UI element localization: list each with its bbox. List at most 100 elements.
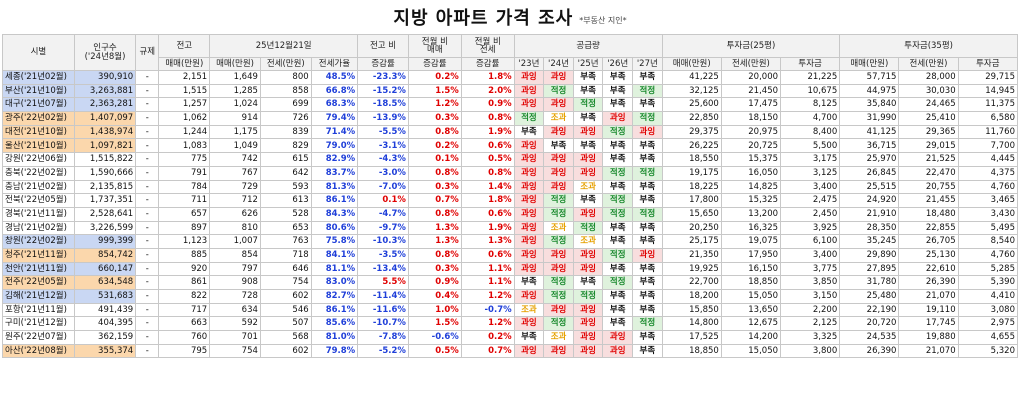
vs-high-cell: -7.0% [357,179,409,195]
mom-rent-cell: 0.6% [460,206,515,222]
rent-cell: 829 [259,138,312,154]
mom-sale-cell: 0.8% [407,165,462,181]
high-price-cell: 760 [158,330,211,345]
jeonse-rate-cell: 80.6% [310,220,359,236]
vs-high-cell: -3.5% [357,247,409,263]
supply-cell: 과잉 [513,289,545,304]
inv25-invest-cell: 3,325 [780,330,841,345]
mom-sale-cell: 1.5% [407,83,462,99]
supply-cell: 과잉 [543,97,574,113]
mom-rent-cell: 2.0% [460,83,515,99]
inv25-invest-cell: 8,400 [780,124,841,140]
table-row: 원주('22년07월) 362,159-760 701 568 81.0% -7.8% -0… [2,330,1019,345]
vs-high-cell: -4.7% [357,206,409,222]
supply-cell: 조과 [543,330,574,345]
supply-cell: 과잉 [572,330,604,345]
inv25-rent-cell: 15,050 [720,343,782,359]
supply-cell: 적정 [602,206,634,222]
inv35-sale-cell: 41,125 [839,124,900,140]
inv35-sale-cell: 36,715 [839,138,900,154]
supply-cell: 부족 [632,138,663,154]
inv35-invest-cell: 4,410 [957,289,1019,304]
supply-cell: 부족 [632,193,663,208]
inv25-invest-cell: 3,150 [780,289,841,304]
vs-high-cell: 5.5% [357,275,409,290]
supply-cell: 과잉 [543,261,574,277]
high-price-cell: 897 [158,220,211,236]
inv35-invest-cell: 11,375 [957,97,1019,113]
supply-cell: 과잉 [572,247,604,263]
inv25-sale-cell: 18,225 [661,179,722,195]
inv25-sale-cell: 20,250 [661,220,722,236]
supply-cell: 조과 [543,220,574,236]
mom-rent-cell: 1.1% [460,275,515,290]
inv25-invest-cell: 3,125 [780,165,841,181]
table-row: 포항('21년11월) 491,439-717 634 546 86.1% -11.6% 1… [2,302,1019,318]
supply-cell: 과잉 [572,343,604,359]
pop-cell: 362,159 [73,330,137,345]
regulation-cell: - [135,165,160,181]
inv35-sale-cell: 44,975 [839,83,900,99]
jeonse-rate-cell: 83.0% [310,275,359,290]
vs-high-cell: -3.0% [357,165,409,181]
supply-cell: 부족 [572,275,604,290]
inv25-invest-cell: 2,450 [780,206,841,222]
vs-high-cell: -23.3% [357,70,409,85]
supply-cell: 부족 [632,302,663,318]
supply-cell: 적정 [632,206,663,222]
sale-cell: 1,649 [209,70,261,85]
pop-cell: 854,742 [73,247,137,263]
sale-cell: 712 [209,193,261,208]
supply-cell: 부족 [572,138,604,154]
mom-rent-cell: 1.9% [460,220,515,236]
high-price-cell: 717 [158,302,211,318]
supply-cell: 적정 [602,275,634,290]
table-row: 충남('21년02월) 2,135,815-784 729 593 81.3% -7.0%… [2,179,1019,195]
rent-cell: 642 [259,165,312,181]
col-inv25-invest: 투자금 [780,57,841,71]
regulation-cell: - [135,289,160,304]
high-price-cell: 1,083 [158,138,211,154]
sale-cell: 1,049 [209,138,261,154]
sale-cell: 914 [209,111,261,126]
high-price-cell: 885 [158,247,211,263]
supply-cell: 부족 [602,302,634,318]
inv25-rent-cell: 17,950 [720,247,782,263]
col-year-25: '25년 [572,57,604,71]
table-row: 광주('22년02월) 1,407,097-1,062 914 726 79.4% -13… [2,111,1019,126]
jeonse-rate-cell: 86.1% [310,302,359,318]
col-year-27: '27년 [632,57,663,71]
mom-sale-cell: 0.7% [407,193,462,208]
pop-cell: 2,528,641 [73,206,137,222]
inv25-sale-cell: 29,375 [661,124,722,140]
pop-cell: 355,374 [73,343,137,359]
mom-sale-cell: 0.8% [407,124,462,140]
inv35-invest-cell: 4,375 [957,165,1019,181]
inv35-invest-cell: 4,760 [957,179,1019,195]
high-price-cell: 775 [158,152,211,167]
col-mom-rent: 전월 비 전세 [460,34,515,58]
table-row: 구미('21년12월) 404,395-663 592 507 85.6% -10.7% 1… [2,316,1019,332]
inv35-rent-cell: 17,745 [898,316,959,332]
mom-sale-cell: 0.3% [407,111,462,126]
jeonse-rate-cell: 48.5% [310,70,359,85]
inv25-rent-cell: 14,200 [720,330,782,345]
sale-cell: 729 [209,179,261,195]
sale-cell: 767 [209,165,261,181]
col-inv35-rent: 전세(만원) [898,57,959,71]
jeonse-rate-cell: 79.4% [310,111,359,126]
inv25-sale-cell: 19,925 [661,261,722,277]
table-row: 천안('21년11월) 660,147-920 797 646 81.1% -13.4% 0… [2,261,1019,277]
city: 강원('22년06월) [2,152,75,167]
high-price-cell: 822 [158,289,211,304]
vs-high-cell: -5.2% [357,343,409,359]
regulation-cell: - [135,179,160,195]
inv25-invest-cell: 3,400 [780,247,841,263]
supply-cell: 과잉 [543,247,574,263]
inv25-sale-cell: 21,350 [661,247,722,263]
inv25-invest-cell: 3,175 [780,152,841,167]
col-vs-high-sub: 증감률 [357,57,409,71]
vs-high-cell: -18.5% [357,97,409,113]
inv35-rent-cell: 26,705 [898,234,959,249]
supply-cell: 과잉 [513,70,545,85]
